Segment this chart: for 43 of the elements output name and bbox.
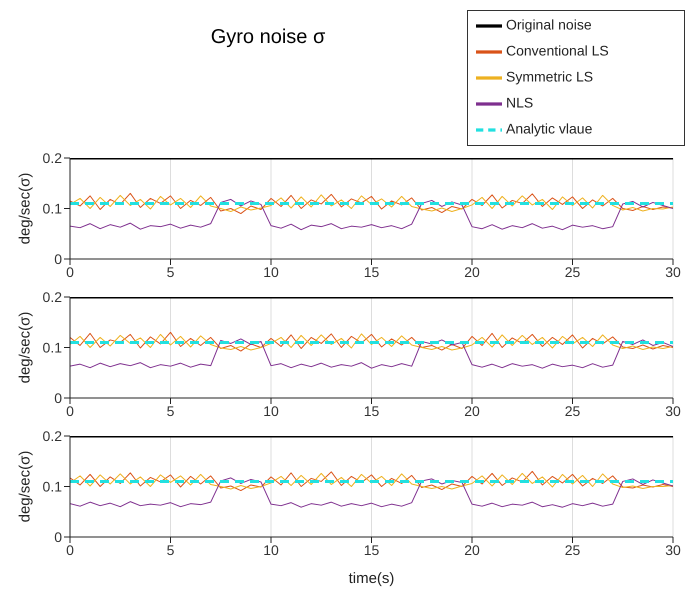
x-tick-label: 30	[665, 264, 681, 280]
x-tick-label: 25	[564, 542, 580, 558]
x-tick-label: 0	[66, 542, 74, 558]
x-tick-label: 15	[364, 264, 380, 280]
x-tick-label: 20	[464, 402, 480, 419]
x-tick-label: 10	[263, 542, 279, 558]
legend-label: Original noise	[506, 16, 592, 33]
x-tick-label: 15	[364, 402, 380, 419]
x-tick-label: 25	[564, 402, 580, 419]
x-tick-label: 10	[263, 402, 279, 419]
y-axis-title: deg/sec(σ)	[16, 312, 34, 384]
legend-label: Conventional LS	[506, 42, 609, 59]
x-tick-label: 15	[364, 542, 380, 558]
y-tick-label: 0.1	[42, 478, 62, 494]
y-tick-label: 0.2	[42, 150, 62, 166]
y-tick-label: 0.2	[42, 288, 62, 305]
x-tick-label: 5	[166, 264, 175, 280]
y-tick-label: 0.1	[42, 200, 62, 216]
y-tick-label: 0	[54, 390, 62, 406]
y-tick-label: 0.2	[42, 428, 62, 444]
x-tick-label: 0	[66, 402, 74, 419]
y-axis-title: deg/sec(σ)	[16, 172, 34, 244]
x-axis-title: time(s)	[348, 570, 394, 587]
legend-label: Analytic vlaue	[506, 120, 592, 137]
x-tick-label: 25	[564, 264, 580, 280]
y-tick-label: 0	[54, 250, 62, 267]
x-tick-label: 5	[166, 542, 175, 558]
line-series	[70, 338, 673, 369]
x-tick-label: 30	[665, 402, 681, 419]
chart-title: Gyro noise σ	[210, 26, 326, 49]
y-axis-title: deg/sec(σ)	[16, 450, 34, 522]
y-tick-label: 0.1	[42, 339, 62, 356]
y-tick-label: 0	[54, 528, 62, 545]
x-tick-label: 30	[665, 542, 681, 558]
x-tick-label: 0	[66, 264, 74, 280]
x-tick-label: 20	[464, 264, 480, 280]
legend-label: NLS	[506, 94, 534, 111]
line-series	[70, 198, 673, 230]
x-tick-label: 20	[464, 542, 480, 558]
legend-label: Symmetric LS	[506, 68, 594, 85]
x-tick-label: 5	[166, 402, 175, 419]
line-series	[70, 477, 673, 508]
x-tick-label: 10	[263, 264, 279, 280]
